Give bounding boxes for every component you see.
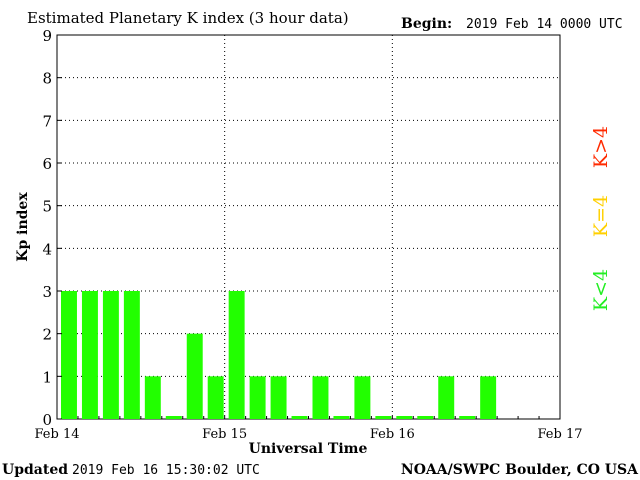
legend-k-less-4: K<4 <box>590 269 612 311</box>
x-axis-ticks: Feb 14 Feb 15 Feb 16 Feb 17 <box>35 416 583 442</box>
y-tick-label: 8 <box>42 70 52 88</box>
chart-title: Estimated Planetary K index (3 hour data… <box>27 9 349 27</box>
x-tick-label: Feb 15 <box>202 427 247 442</box>
x-axis-label: Universal Time <box>249 441 368 457</box>
y-axis-label: Kp index <box>15 192 31 262</box>
source-credit: NOAA/SWPC Boulder, CO USA <box>401 462 639 478</box>
kp-bar <box>228 291 245 419</box>
kp-bar <box>270 376 287 419</box>
legend-k-equal-4: K=4 <box>590 195 612 237</box>
kp-bar <box>291 416 308 419</box>
y-tick-label: 0 <box>42 411 52 429</box>
kp-bar <box>459 416 476 419</box>
y-tick-label: 1 <box>42 368 52 386</box>
kp-bar <box>312 376 329 419</box>
kp-bar <box>396 416 413 419</box>
kp-bar <box>417 416 434 419</box>
bars-group <box>61 291 497 419</box>
y-tick-label: 6 <box>42 155 52 173</box>
kp-bar <box>165 416 182 419</box>
kp-bar <box>207 376 224 419</box>
y-tick-label: 9 <box>42 27 52 45</box>
y-axis-ticks: 0 1 2 3 4 5 6 7 8 9 <box>42 27 62 429</box>
kp-bar <box>480 376 497 419</box>
kp-bar <box>375 416 392 419</box>
begin-value: 2019 Feb 14 0000 UTC <box>466 17 623 32</box>
legend-k-greater-4: K>4 <box>590 126 612 168</box>
kp-bar <box>186 333 203 419</box>
y-tick-label: 2 <box>42 326 52 344</box>
kp-bar <box>123 291 140 419</box>
updated-label: Updated <box>2 462 68 478</box>
x-tick-label: Feb 17 <box>538 427 583 442</box>
x-tick-label: Feb 16 <box>370 427 415 442</box>
kp-bar <box>61 291 77 419</box>
y-tick-label: 4 <box>42 240 52 258</box>
kp-bar <box>438 376 455 419</box>
kp-bar <box>354 376 371 419</box>
grid-lines <box>57 35 560 419</box>
kp-bar <box>333 416 350 419</box>
y-tick-label: 7 <box>42 112 52 130</box>
kp-bar <box>249 376 266 419</box>
kp-bar <box>102 291 119 419</box>
plot-frame <box>56 34 561 420</box>
updated-value: 2019 Feb 16 15:30:02 UTC <box>72 463 260 478</box>
begin-label: Begin: <box>401 16 452 32</box>
y-tick-label: 5 <box>42 198 52 216</box>
kp-bar <box>144 376 161 419</box>
kp-bar <box>81 291 98 419</box>
x-tick-label: Feb 14 <box>35 427 80 442</box>
y-tick-label: 3 <box>42 283 52 301</box>
